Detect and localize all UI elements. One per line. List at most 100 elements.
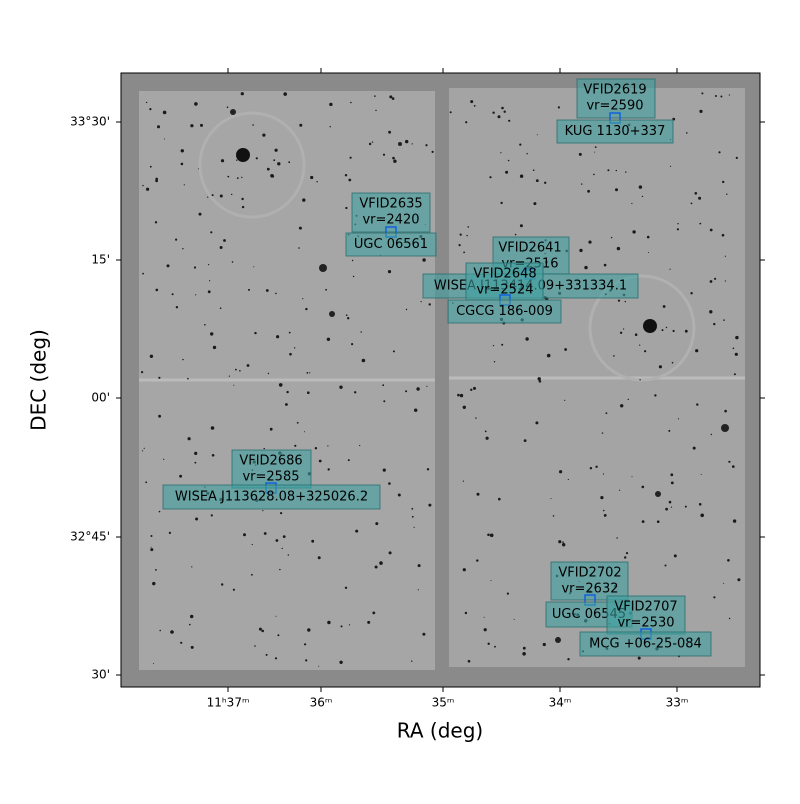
- star: [391, 97, 395, 100]
- x-tick-label: 33ᵐ: [666, 696, 689, 710]
- star: [360, 331, 362, 333]
- star: [698, 503, 702, 506]
- star: [248, 288, 250, 291]
- star: [159, 629, 161, 632]
- star: [347, 317, 350, 320]
- star: [673, 554, 677, 558]
- annotation-id: VFID2648: [473, 267, 536, 282]
- star: [241, 176, 243, 179]
- star: [152, 581, 156, 586]
- star: [304, 431, 305, 433]
- star: [664, 564, 667, 567]
- star: [345, 206, 348, 210]
- star: [587, 189, 590, 193]
- star: [241, 205, 245, 209]
- star: [487, 533, 490, 537]
- star: [686, 132, 688, 134]
- star: [375, 109, 377, 112]
- star: [714, 277, 717, 280]
- star: [411, 660, 413, 662]
- star: [150, 546, 152, 548]
- star: [258, 627, 262, 631]
- star: [180, 149, 184, 153]
- star: [501, 106, 504, 110]
- star: [634, 333, 638, 337]
- star: [327, 620, 331, 625]
- star: [668, 429, 671, 432]
- annotation-box: [447, 299, 562, 324]
- star: [533, 202, 537, 206]
- star: [274, 657, 278, 660]
- star: [483, 616, 485, 618]
- star: [294, 347, 296, 349]
- star: [522, 646, 526, 650]
- star: [149, 354, 154, 358]
- star: [319, 264, 327, 272]
- star: [149, 108, 152, 111]
- star: [727, 559, 730, 562]
- star: [684, 329, 688, 333]
- star: [398, 142, 402, 146]
- star: [153, 663, 154, 665]
- star: [354, 391, 357, 394]
- star: [179, 474, 183, 478]
- star: [307, 628, 311, 632]
- annotation-box: [351, 192, 431, 233]
- star: [411, 507, 414, 510]
- star: [210, 426, 215, 430]
- star: [168, 531, 171, 535]
- star: [141, 371, 144, 374]
- star: [699, 109, 703, 113]
- star: [339, 660, 343, 664]
- star: [158, 376, 161, 379]
- star: [233, 384, 235, 386]
- star: [163, 138, 165, 140]
- star: [470, 100, 474, 104]
- star: [724, 255, 727, 257]
- star: [623, 328, 625, 330]
- star: [348, 624, 351, 626]
- star: [728, 460, 731, 463]
- star: [296, 421, 299, 424]
- star: [325, 288, 327, 291]
- star: [175, 238, 178, 241]
- star: [329, 102, 333, 107]
- star: [467, 226, 470, 228]
- star: [724, 280, 727, 282]
- star: [158, 414, 162, 418]
- star: [282, 535, 286, 538]
- star: [601, 432, 604, 434]
- star: [632, 230, 636, 234]
- star: [405, 139, 409, 144]
- star: [625, 552, 629, 555]
- y-tick-label: 32°45': [70, 530, 110, 544]
- star: [155, 177, 158, 181]
- star: [700, 474, 702, 475]
- star: [578, 152, 582, 156]
- star: [204, 324, 206, 326]
- star: [254, 645, 256, 647]
- star: [603, 263, 607, 267]
- star: [194, 102, 198, 106]
- star: [163, 458, 165, 460]
- star: [302, 198, 306, 202]
- star: [417, 564, 421, 568]
- star: [624, 556, 627, 559]
- star: [690, 202, 693, 205]
- star: [713, 322, 716, 326]
- star: [720, 95, 723, 98]
- star: [552, 515, 555, 517]
- annotation-id: VFID2702: [558, 566, 621, 581]
- star: [665, 326, 668, 329]
- star: [372, 611, 376, 615]
- star: [699, 222, 702, 225]
- y-tick-label: 00': [91, 391, 110, 405]
- star: [503, 110, 506, 113]
- star: [267, 372, 270, 375]
- halo: [588, 274, 696, 382]
- star: [723, 319, 725, 321]
- star: [142, 184, 144, 187]
- star: [639, 379, 641, 381]
- star: [523, 439, 527, 442]
- star: [536, 134, 538, 136]
